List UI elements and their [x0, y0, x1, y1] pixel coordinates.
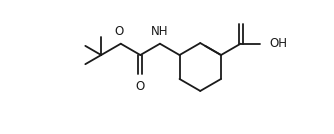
Text: OH: OH	[269, 37, 287, 50]
Text: O: O	[115, 25, 124, 38]
Text: NH: NH	[151, 25, 169, 38]
Text: O: O	[136, 80, 145, 93]
